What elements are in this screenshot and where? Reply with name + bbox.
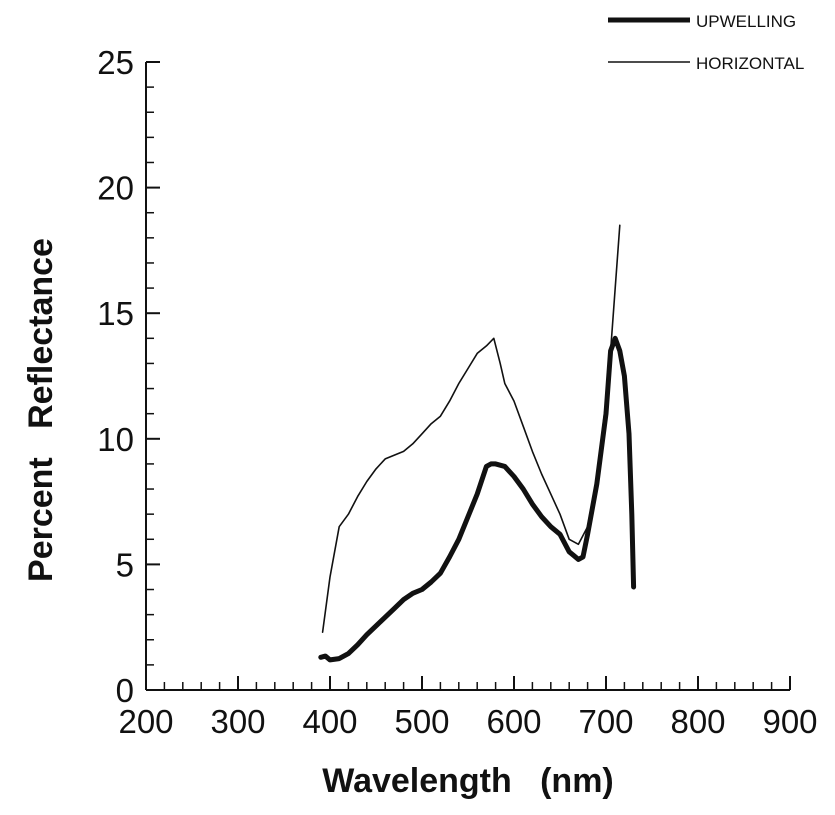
series-line-horizontal bbox=[321, 224, 621, 634]
y-tick-label: 5 bbox=[116, 546, 134, 583]
y-tick-label: 20 bbox=[97, 170, 134, 207]
axes bbox=[145, 62, 790, 691]
x-tick-label: 700 bbox=[578, 703, 633, 740]
y-tick-label: 25 bbox=[97, 44, 134, 81]
x-tick-label: 300 bbox=[210, 703, 265, 740]
tick-marks bbox=[145, 61, 791, 691]
legend-label-horizontal: HORIZONTAL bbox=[696, 54, 804, 73]
series-line-upwelling bbox=[318, 335, 637, 663]
x-tick-label: 200 bbox=[118, 703, 173, 740]
y-tick-label: 0 bbox=[116, 672, 134, 709]
y-axis-title: Percent Reflectance bbox=[22, 238, 60, 582]
y-tick-label: 10 bbox=[97, 421, 134, 458]
x-tick-label: 900 bbox=[762, 703, 817, 740]
series-lines bbox=[318, 224, 637, 663]
x-tick-label: 800 bbox=[670, 703, 725, 740]
legend: UPWELLING HORIZONTAL bbox=[608, 12, 804, 73]
legend-label-upwelling: UPWELLING bbox=[696, 12, 796, 31]
y-tick-labels: 0 5 10 15 20 25 bbox=[97, 44, 134, 709]
x-tick-labels: 200 300 400 500 600 700 800 900 bbox=[118, 703, 817, 740]
x-axis-title: Wavelength (nm) bbox=[322, 762, 614, 800]
y-tick-label: 15 bbox=[97, 295, 134, 332]
x-tick-label: 600 bbox=[486, 703, 541, 740]
x-tick-label: 500 bbox=[394, 703, 449, 740]
x-tick-label: 400 bbox=[302, 703, 357, 740]
